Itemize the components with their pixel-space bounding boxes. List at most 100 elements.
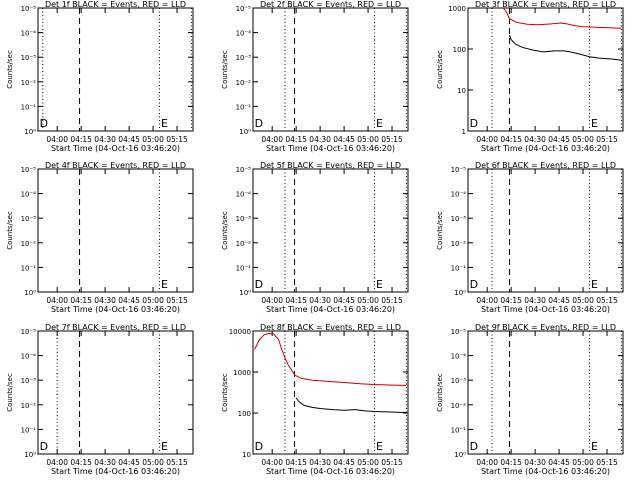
x-tick-label: 04:00 bbox=[476, 458, 498, 467]
panel-title: Det 6f BLACK = Events, RED = LLD bbox=[475, 161, 616, 170]
x-tick-label: 04:30 bbox=[524, 458, 546, 467]
y-axis-label: Counts/sec bbox=[221, 50, 229, 89]
x-tick-label: 05:00 bbox=[357, 458, 379, 467]
y-tick-label: 10⁻² bbox=[236, 240, 252, 248]
y-tick-label: 10⁻³ bbox=[21, 54, 37, 62]
y-tick-label: 10⁰ bbox=[454, 451, 466, 459]
plot-frame bbox=[252, 330, 409, 455]
annotation-D: D bbox=[470, 278, 478, 291]
x-axis-label: Start Time (04-Oct-16 03:46:20) bbox=[481, 467, 610, 476]
x-tick-label: 04:45 bbox=[333, 296, 355, 305]
plot-frame bbox=[252, 7, 409, 132]
annotation-E: E bbox=[161, 117, 168, 130]
x-tick-label: 04:30 bbox=[524, 135, 546, 144]
x-axis-label: Start Time (04-Oct-16 03:46:20) bbox=[51, 305, 180, 314]
y-tick-label: 10⁻⁵ bbox=[21, 166, 37, 174]
x-tick-label: 04:00 bbox=[46, 135, 68, 144]
y-axis-label: Counts/sec bbox=[436, 50, 444, 89]
x-tick-label: 05:00 bbox=[357, 135, 379, 144]
panel-title: Det 2f BLACK = Events, RED = LLD bbox=[260, 0, 401, 9]
y-axis-label: Counts/sec bbox=[436, 373, 444, 412]
x-tick-label: 04:00 bbox=[261, 135, 283, 144]
panel-title: Det 3f BLACK = Events, RED = LLD bbox=[475, 0, 616, 9]
annotation-D: D bbox=[470, 117, 478, 130]
y-axis-label: Counts/sec bbox=[436, 211, 444, 250]
y-tick-label: 10⁻¹ bbox=[21, 264, 37, 272]
annotation-D: D bbox=[255, 440, 263, 453]
x-tick-label: 05:15 bbox=[596, 458, 618, 467]
annotation-E: E bbox=[161, 440, 168, 453]
y-tick-label: 10⁻³ bbox=[451, 377, 467, 385]
x-axis-label: Start Time (04-Oct-16 03:46:20) bbox=[51, 467, 180, 476]
plot-frame bbox=[37, 7, 194, 132]
y-tick-label: 10⁰ bbox=[239, 289, 251, 297]
y-tick-label: 1000 bbox=[448, 5, 466, 13]
y-tick-label: 10⁻⁵ bbox=[451, 328, 467, 336]
detector-panel-3: 1 10 100 1000 04:00 04:15 04:30 04:45 05:00 05:15… bbox=[436, 0, 624, 153]
x-tick-label: 04:00 bbox=[261, 458, 283, 467]
y-tick-label: 10⁻¹ bbox=[21, 103, 37, 111]
x-tick-label: 04:30 bbox=[524, 296, 546, 305]
x-tick-label: 04:30 bbox=[309, 296, 331, 305]
y-axis-label: Counts/sec bbox=[221, 373, 229, 412]
panel-title: Det 4f BLACK = Events, RED = LLD bbox=[45, 161, 186, 170]
x-tick-label: 04:30 bbox=[94, 458, 116, 467]
x-tick-label: 04:00 bbox=[46, 458, 68, 467]
x-tick-label: 04:45 bbox=[333, 135, 355, 144]
x-tick-label: 05:15 bbox=[596, 296, 618, 305]
panel-title: Det 8f BLACK = Events, RED = LLD bbox=[260, 323, 401, 332]
x-tick-label: 05:00 bbox=[142, 458, 164, 467]
x-tick-label: 04:45 bbox=[118, 458, 140, 467]
y-tick-label: 10⁰ bbox=[24, 128, 36, 136]
y-tick-label: 10⁰ bbox=[454, 289, 466, 297]
y-tick-label: 10⁻¹ bbox=[236, 103, 252, 111]
x-tick-label: 04:15 bbox=[500, 135, 522, 144]
x-tick-label: 05:15 bbox=[381, 296, 403, 305]
y-tick-label: 10⁻⁴ bbox=[21, 191, 37, 199]
y-axis-label: Counts/sec bbox=[221, 211, 229, 250]
x-tick-label: 04:15 bbox=[285, 135, 307, 144]
panel-title: Det 7f BLACK = Events, RED = LLD bbox=[45, 323, 186, 332]
x-tick-label: 05:00 bbox=[572, 296, 594, 305]
x-tick-label: 05:15 bbox=[166, 135, 188, 144]
annotation-E: E bbox=[376, 117, 383, 130]
y-tick-label: 10000 bbox=[229, 328, 251, 336]
detector-panel-6: 10⁰ 10⁻¹ 10⁻² 10⁻³ 10⁻⁴ 10⁻⁵ 04:00 04:15 04:30 04… bbox=[436, 161, 624, 314]
x-tick-label: 05:15 bbox=[381, 458, 403, 467]
y-tick-label: 10⁻³ bbox=[21, 215, 37, 223]
detector-panel-7: 10⁰ 10⁻¹ 10⁻² 10⁻³ 10⁻⁴ 10⁻⁵ 04:00 04:15 04:30 04… bbox=[6, 323, 194, 476]
y-tick-label: 10⁰ bbox=[24, 451, 36, 459]
y-tick-label: 10 bbox=[457, 87, 466, 95]
detector-panel-4: 10⁰ 10⁻¹ 10⁻² 10⁻³ 10⁻⁴ 10⁻⁵ 04:00 04:15 04:30 04… bbox=[6, 161, 194, 314]
x-tick-label: 04:15 bbox=[500, 296, 522, 305]
y-tick-label: 1 bbox=[462, 128, 466, 136]
y-tick-label: 10⁻⁵ bbox=[236, 166, 252, 174]
y-tick-label: 10⁰ bbox=[24, 289, 36, 297]
x-tick-label: 04:15 bbox=[285, 458, 307, 467]
x-tick-label: 05:00 bbox=[572, 458, 594, 467]
annotation-E: E bbox=[161, 278, 168, 291]
x-tick-label: 05:00 bbox=[357, 296, 379, 305]
x-axis-label: Start Time (04-Oct-16 03:46:20) bbox=[481, 305, 610, 314]
annotation-E: E bbox=[591, 440, 598, 453]
x-tick-label: 04:00 bbox=[261, 296, 283, 305]
y-tick-label: 10⁻² bbox=[236, 79, 252, 87]
detector-panel-2: 10⁰ 10⁻¹ 10⁻² 10⁻³ 10⁻⁴ 10⁻⁵ 04:00 04:15 04:30 04… bbox=[221, 0, 409, 153]
y-axis-label: Counts/sec bbox=[6, 211, 14, 250]
x-tick-label: 04:45 bbox=[333, 458, 355, 467]
y-axis-label: Counts/sec bbox=[6, 50, 14, 89]
x-tick-label: 04:15 bbox=[500, 458, 522, 467]
x-tick-label: 04:30 bbox=[309, 135, 331, 144]
annotation-E: E bbox=[376, 278, 383, 291]
y-tick-label: 10⁻¹ bbox=[451, 264, 467, 272]
lld-line bbox=[502, 7, 622, 29]
y-tick-label: 10⁻⁴ bbox=[236, 30, 252, 38]
events-line bbox=[509, 34, 622, 61]
plot-frame bbox=[252, 168, 409, 293]
y-tick-label: 10⁻² bbox=[451, 240, 467, 248]
y-tick-label: 10⁻⁴ bbox=[21, 353, 37, 361]
y-tick-label: 10⁻⁵ bbox=[451, 166, 467, 174]
annotation-D: D bbox=[470, 440, 478, 453]
x-tick-label: 04:00 bbox=[476, 296, 498, 305]
x-tick-label: 04:30 bbox=[309, 458, 331, 467]
